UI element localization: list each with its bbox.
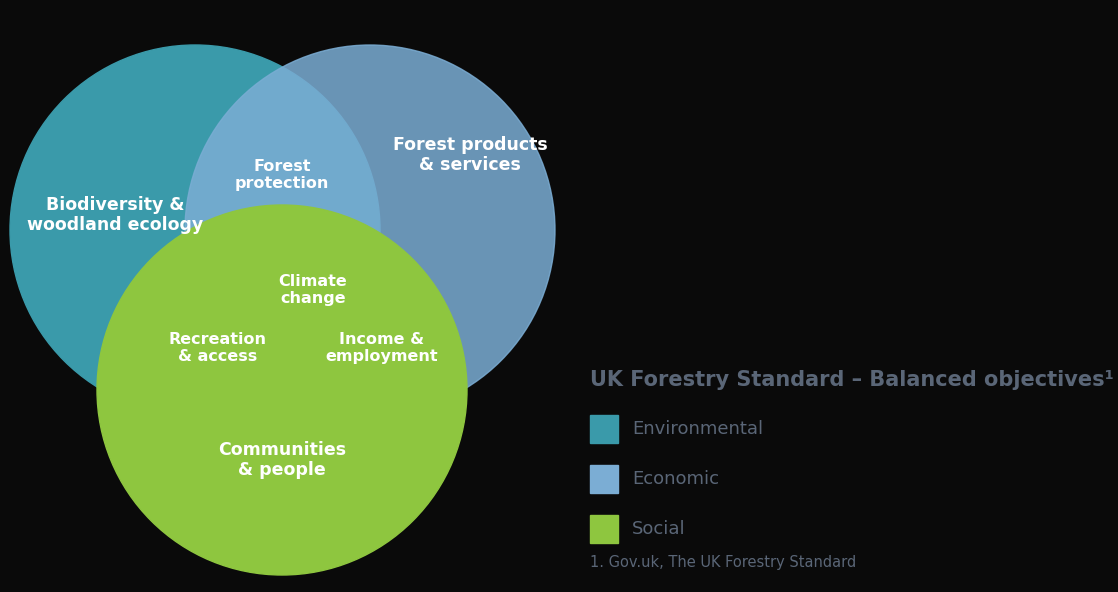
Bar bbox=[590, 515, 618, 543]
Text: Recreation
& access: Recreation & access bbox=[169, 332, 267, 364]
Bar bbox=[590, 415, 618, 443]
Text: Environmental: Environmental bbox=[632, 420, 764, 438]
Text: Income &
employment: Income & employment bbox=[325, 332, 438, 364]
Text: 1. Gov.uk, The UK Forestry Standard: 1. Gov.uk, The UK Forestry Standard bbox=[590, 555, 856, 570]
Text: Climate
change: Climate change bbox=[278, 274, 348, 306]
Bar bbox=[590, 465, 618, 493]
Circle shape bbox=[97, 205, 467, 575]
Text: Biodiversity &
woodland ecology: Biodiversity & woodland ecology bbox=[27, 195, 203, 234]
Text: UK Forestry Standard – Balanced objectives¹: UK Forestry Standard – Balanced objectiv… bbox=[590, 370, 1114, 390]
Text: Social: Social bbox=[632, 520, 685, 538]
Circle shape bbox=[184, 45, 555, 415]
Text: Forest
protection: Forest protection bbox=[235, 159, 329, 191]
Text: Communities
& people: Communities & people bbox=[218, 440, 347, 480]
Circle shape bbox=[10, 45, 380, 415]
Text: Economic: Economic bbox=[632, 470, 719, 488]
Text: Forest products
& services: Forest products & services bbox=[392, 136, 548, 175]
